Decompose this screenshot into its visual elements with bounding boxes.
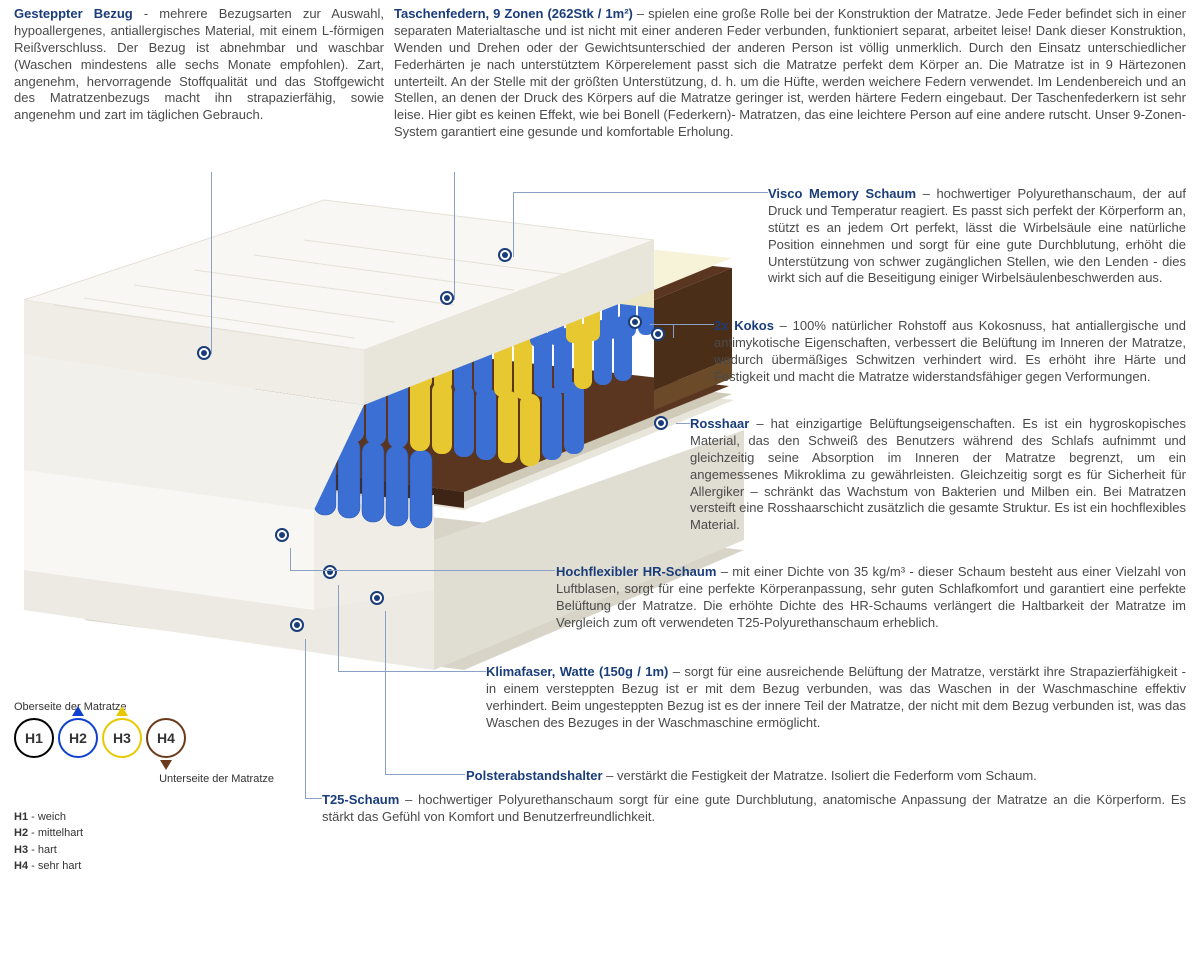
callout-line <box>305 798 322 799</box>
kokos-block: 2x Kokos – 100% natürlicher Rohstoff aus… <box>714 318 1186 386</box>
callout-line <box>513 192 768 193</box>
callout-line <box>338 671 486 672</box>
rosshaar-body: – hat einzigartige Belüftungseigenschaft… <box>690 416 1186 532</box>
callout-line <box>676 423 690 424</box>
polster-block: Polsterabstandshalter – verstärkt die Fe… <box>466 768 1186 785</box>
rosshaar-title: Rosshaar <box>690 416 749 431</box>
callout-line <box>385 611 386 774</box>
callout-line <box>385 774 465 775</box>
callout-line <box>290 548 291 570</box>
kokos2-m <box>651 327 665 341</box>
visco-block: Visco Memory Schaum – hochwertiger Polyu… <box>768 186 1186 287</box>
visco-title: Visco Memory Schaum <box>768 186 916 201</box>
hr-block: Hochflexibler HR-Schaum – mit einer Dich… <box>556 564 1186 632</box>
t25-block: T25-Schaum – hochwertiger Polyurethansch… <box>322 792 1186 826</box>
federn-body: – spielen eine große Rolle bei der Konst… <box>394 6 1186 139</box>
klima-block: Klimafaser, Watte (150g / 1m) – sorgt fü… <box>486 664 1186 732</box>
t25-m <box>290 618 304 632</box>
callout-line <box>673 324 674 338</box>
callout-line <box>454 172 455 300</box>
hr-m <box>275 528 289 542</box>
kokos-title: 2x Kokos <box>714 318 774 333</box>
bezug-m <box>197 346 211 360</box>
legend-list: H1 - weich H2 - mittelhart H3 - hart H4 … <box>14 809 274 875</box>
legend-bottom-label: Unterseite der Matratze <box>14 772 274 786</box>
callout-line <box>211 172 212 354</box>
callout-line <box>650 324 714 325</box>
legend-h1: H1 <box>14 718 54 758</box>
polster-m <box>370 591 384 605</box>
legend-h2: H2 <box>58 718 98 758</box>
rosshaar-block: Rosshaar – hat einzigartige Belüftungsei… <box>690 416 1186 534</box>
bezug-block: Gesteppter Bezug - mehrere Bezugsarten z… <box>14 6 384 141</box>
klima-m <box>323 565 337 579</box>
bezug-title: Gesteppter Bezug <box>14 6 133 21</box>
t25-title: T25-Schaum <box>322 792 399 807</box>
legend-h4: H4 <box>146 718 186 758</box>
visco-m <box>498 248 512 262</box>
feder-m <box>440 291 454 305</box>
hr-title: Hochflexibler HR-Schaum <box>556 564 716 579</box>
bezug-body: - mehrere Bezugsarten zur Auswahl, hypoa… <box>14 6 384 122</box>
callout-line <box>338 585 339 671</box>
kokos-body: – 100% natürlicher Rohstoff aus Kokosnus… <box>714 318 1186 384</box>
legend-top-label: Oberseite der Matratze <box>14 700 274 714</box>
polster-body: – verstärkt die Festigkeit der Matratze.… <box>603 768 1037 783</box>
polster-title: Polsterabstandshalter <box>466 768 603 783</box>
klima-title: Klimafaser, Watte (150g / 1m) <box>486 664 668 679</box>
callout-line <box>290 570 555 571</box>
callout-line <box>513 192 514 257</box>
hardness-circles: H1 H2 H3 H4 <box>14 718 274 758</box>
hardness-legend: Oberseite der Matratze H1 H2 H3 H4 Unter… <box>14 700 274 875</box>
legend-h3: H3 <box>102 718 142 758</box>
kokos1-m <box>628 315 642 329</box>
callout-line <box>305 639 306 798</box>
federn-title: Taschenfedern, 9 Zonen (262Stk / 1m²) <box>394 6 633 21</box>
federn-block: Taschenfedern, 9 Zonen (262Stk / 1m²) – … <box>394 6 1186 141</box>
top-text-row: Gesteppter Bezug - mehrere Bezugsarten z… <box>0 0 1200 141</box>
t25-body: – hochwertiger Polyurethanschaum sorgt f… <box>322 792 1186 824</box>
ross-m <box>654 416 668 430</box>
